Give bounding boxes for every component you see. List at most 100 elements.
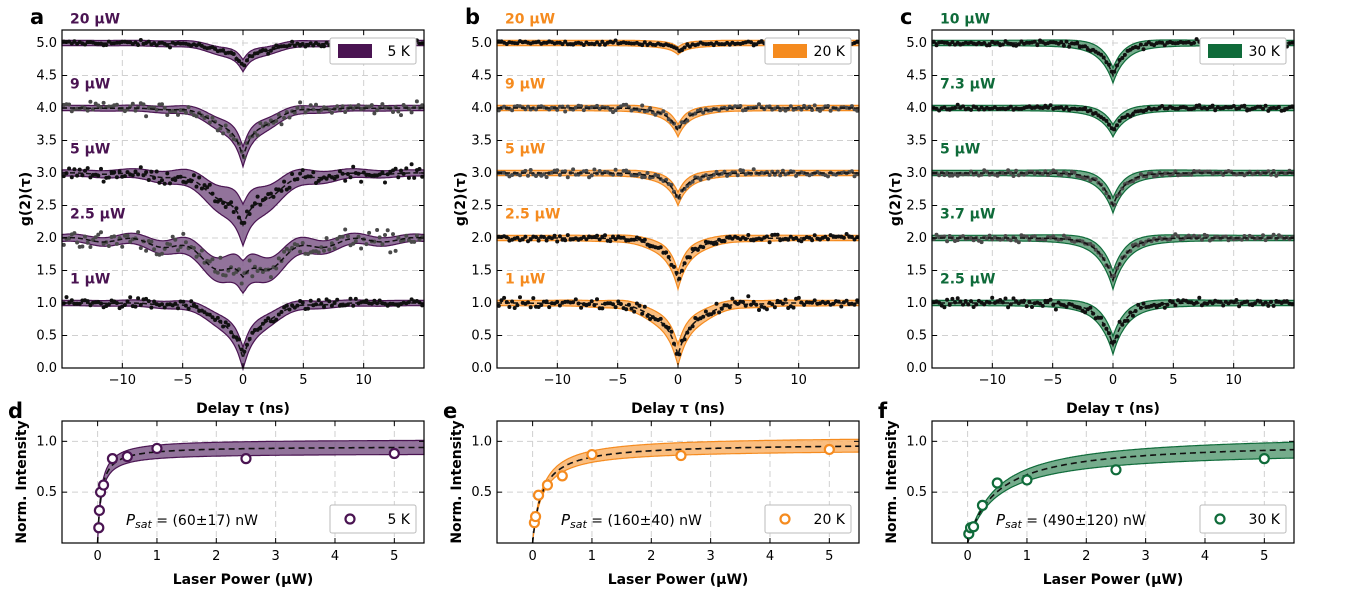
tick-label-x: −10 [109,373,136,388]
data-point [97,479,110,491]
data-point [154,43,159,48]
data-point [234,206,239,211]
data-point [383,233,387,237]
data-point [314,102,318,107]
data-point [93,504,105,517]
data-point [839,304,844,309]
data-point [1083,310,1088,315]
data-point [945,171,950,176]
data-point [1003,296,1008,301]
data-point [579,104,584,109]
data-point [240,453,252,465]
data-point [571,167,576,172]
x-axis-label: Delay τ (ns) [631,401,725,417]
data-point [207,312,212,317]
data-point [971,238,976,243]
data-point [1024,234,1029,239]
data-point [353,239,358,244]
data-point [207,259,212,264]
data-point [274,317,279,322]
data-points [931,295,1295,345]
data-point [556,470,568,482]
data-point [703,309,708,314]
data-point [1162,305,1167,310]
data-point [1141,47,1146,52]
trace-label: 1 μW [505,272,545,288]
panel-b: 20 μW 9 μW 5 μW 2.5 μW 1 μW −10 −5 0 5 10 0.0 0.5 1.… [453,5,860,417]
data-point [393,166,398,171]
psat-value: = (160±40) nW [587,513,702,529]
data-point [701,245,706,250]
data-point [85,299,90,304]
data-point [1287,168,1292,173]
data-point [157,180,162,185]
data-point [1173,303,1178,308]
data-point [1040,106,1045,110]
data-points [963,453,1270,540]
data-point [557,234,562,239]
data-point [1205,233,1210,238]
data-point [826,174,830,179]
data-point [348,175,353,180]
data-point [512,306,517,310]
data-point [518,295,522,300]
x-axis-label: Laser Power (μW) [1043,572,1184,588]
data-point [308,103,313,108]
data-point [552,233,557,238]
data-point [597,237,602,242]
data-point [1271,169,1276,173]
data-point [221,324,226,329]
data-point [826,104,830,108]
data-point [181,231,186,236]
data-point [528,305,533,310]
data-point [194,254,199,259]
data-point [1197,295,1202,300]
data-point [364,298,369,303]
panel-letter: b [465,5,480,29]
tick-label-x: 4 [766,549,774,564]
data-point [160,251,164,256]
data-point [1141,301,1146,306]
data-point [417,167,422,171]
data-point [268,275,273,280]
data-point [1194,37,1199,42]
data-point [404,166,409,171]
data-point [648,106,653,111]
tick-label-x: −5 [608,373,627,388]
tick-label-x: 5 [1260,549,1268,564]
panel-letter: c [900,5,912,29]
data-point [93,235,98,240]
data-points [528,443,835,529]
data-point [176,248,180,253]
tick-label-x: 1 [588,549,596,564]
data-point [998,298,1003,302]
tick-label-y: 2.5 [906,199,927,214]
data-point [595,233,599,238]
psat-value: = (60±17) nW [152,513,258,529]
data-points [93,442,400,534]
psat-annotation: Psat = (160±40) nW [561,511,702,531]
data-point [101,100,106,105]
data-point [984,236,989,241]
data-point [353,296,358,301]
data-point [173,178,178,182]
data-point [714,241,719,246]
data-point [260,270,265,274]
legend: 5 K [329,504,417,534]
tick-label-y: 4.0 [36,101,57,116]
trace-label: 2.5 μW [505,207,560,223]
data-point [637,236,642,241]
data-point [711,172,716,177]
data-point [526,173,530,178]
data-point [1051,234,1056,239]
data-point [258,202,263,207]
data-point [343,110,348,114]
data-point [125,233,130,238]
data-point [385,172,390,177]
data-point [1115,63,1119,68]
data-point [287,248,292,253]
data-point [1263,103,1268,108]
data-point [128,239,133,244]
data-point [106,302,111,307]
data-point [247,258,252,263]
